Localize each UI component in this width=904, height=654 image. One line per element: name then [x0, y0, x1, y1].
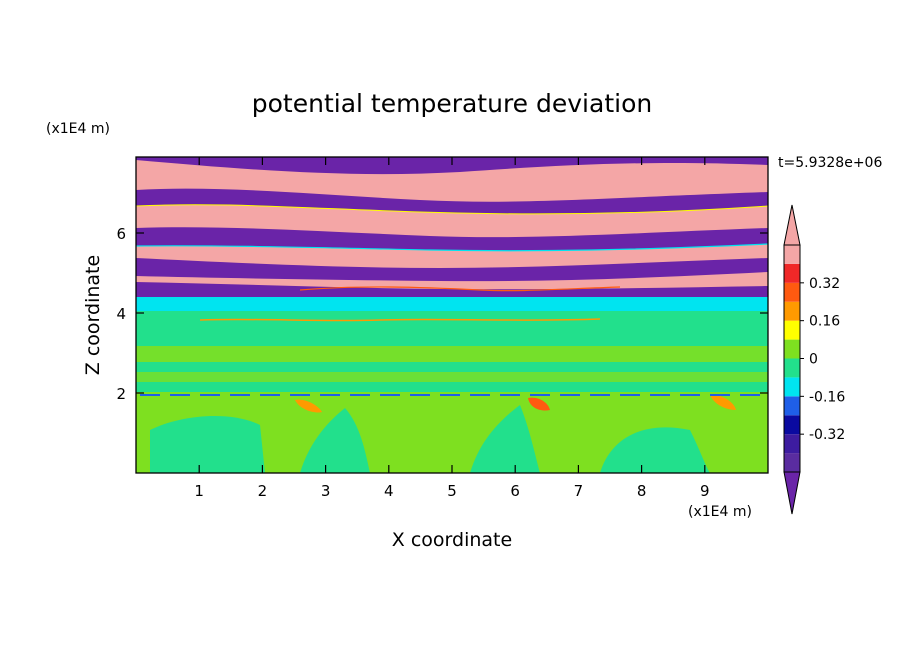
x-tick-label: 2: [258, 482, 268, 500]
x-tick-label: 1: [194, 482, 204, 500]
layer: [136, 227, 768, 251]
y-tick-label: 2: [116, 385, 126, 403]
colorbar: -0.32 -0.16 0 0.16 0.32: [783, 204, 845, 515]
plume: [470, 405, 540, 473]
y-ticks: 2 4 6: [116, 225, 768, 403]
colorbar-segment: [784, 434, 800, 454]
x-tick-label: 3: [321, 482, 331, 500]
colorbar-segment: [784, 263, 800, 283]
layer-edge: [299, 286, 621, 292]
layer-edge: [136, 204, 768, 215]
colorbar-over-arrow: [783, 204, 801, 246]
layer-edge: [199, 318, 601, 322]
y-axis-label: Z coordinate: [82, 255, 104, 375]
colorbar-segment: [784, 245, 800, 264]
x-tick-label: 4: [384, 482, 394, 500]
plot-area: [136, 157, 768, 473]
mid-layer-light-patch: [136, 346, 768, 362]
y-unit-label: (x1E4 m): [46, 121, 110, 137]
plume: [150, 415, 265, 473]
colorbar-tick-label: -0.16: [809, 389, 845, 405]
warm-anomaly: [295, 399, 322, 413]
warm-anomaly: [710, 394, 736, 410]
layer: [136, 157, 768, 175]
colorbar-segment: [784, 320, 800, 340]
inversion-band: [136, 297, 768, 311]
x-tick-label: 7: [574, 482, 584, 500]
colorbar-segment: [784, 282, 800, 302]
colorbar-tick-label: -0.32: [809, 427, 845, 443]
colorbar-segment: [784, 339, 800, 359]
x-axis-label: X coordinate: [392, 529, 512, 551]
plume: [600, 427, 710, 473]
x-unit-label: (x1E4 m): [688, 504, 752, 520]
colorbar-under-arrow: [783, 471, 801, 515]
x-ticks: 1 2 3 4 5 6 7 8 9: [194, 157, 710, 500]
layer: [136, 258, 768, 282]
colorbar-segment: [784, 377, 800, 397]
y-tick-label: 6: [116, 225, 126, 243]
colorbar-tick-label: 0.16: [809, 314, 840, 330]
x-tick-label: 8: [637, 482, 647, 500]
colorbar-segment: [784, 415, 800, 435]
x-tick-label: 5: [447, 482, 457, 500]
colorbar-segment: [784, 358, 800, 378]
colorbar-segment: [784, 453, 800, 472]
plume: [300, 408, 370, 473]
colorbar-tick-label: 0: [809, 352, 818, 368]
chart-title: potential temperature deviation: [252, 89, 652, 118]
mid-layer-light-patch: [136, 372, 768, 382]
colorbar-segment: [784, 396, 800, 416]
layer: [136, 188, 768, 214]
layer-edge: [136, 243, 768, 252]
time-label: t=5.9328e+06: [778, 155, 882, 171]
x-tick-label: 9: [700, 482, 710, 500]
y-tick-label: 4: [116, 305, 126, 323]
layer: [136, 282, 768, 297]
colorbar-segment: [784, 301, 800, 321]
x-tick-label: 6: [510, 482, 520, 500]
colorbar-tick-label: 0.32: [809, 276, 840, 292]
warm-anomaly: [528, 397, 550, 411]
